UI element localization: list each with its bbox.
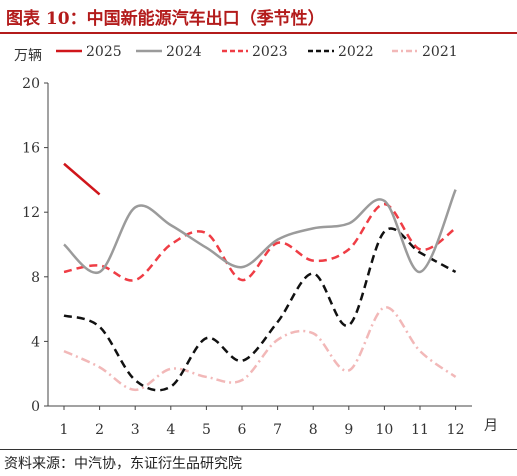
x-tick-label: 5 [202,422,211,438]
series-line-2024 [63,189,457,274]
x-tick-label: 7 [273,422,282,438]
x-tick-label: 2 [95,422,104,438]
series-line-2023 [63,202,457,282]
x-tick-label: 8 [309,422,318,438]
y-tick-label: 12 [22,205,40,221]
y-tick-label: 0 [31,399,40,415]
x-tick-label: 12 [447,422,465,438]
y-tick-label: 4 [31,334,40,350]
y-axis-label: 万辆 [14,48,42,64]
series-lines [63,162,457,392]
x-tick-label: 1 [60,422,69,438]
chart-title: 图表 10：中国新能源汽车出口（季节性） [6,9,325,29]
y-tick-label: 20 [22,76,40,92]
x-tick-label: 3 [131,422,140,438]
x-tick-label: 10 [375,422,393,438]
x-axis-label: 月 [484,418,498,434]
source-bar: 资料来源：中汽协，东证衍生品研究院 [0,449,517,476]
x-tick-label: 11 [411,422,429,438]
legend-label-2024: 2024 [166,44,202,60]
legend: 2025 2024 2023 2022 2021 [56,44,458,60]
series-line-2022 [63,227,457,392]
source-note: 资料来源：中汽协，东证衍生品研究院 [4,456,242,472]
series-line-2025 [63,162,101,196]
title-bar: 图表 10：中国新能源汽车出口（季节性） [0,0,517,34]
y-tick-label: 16 [22,141,40,157]
x-tick-label: 4 [166,422,175,438]
x-tick-label: 6 [238,422,247,438]
y-tick-label: 8 [31,270,40,286]
x-tick-label: 9 [344,422,353,438]
legend-label-2025: 2025 [86,44,122,60]
legend-label-2022: 2022 [338,44,374,60]
series-line-2021 [63,306,457,392]
legend-label-2021: 2021 [422,44,458,60]
legend-label-2023: 2023 [252,44,288,60]
